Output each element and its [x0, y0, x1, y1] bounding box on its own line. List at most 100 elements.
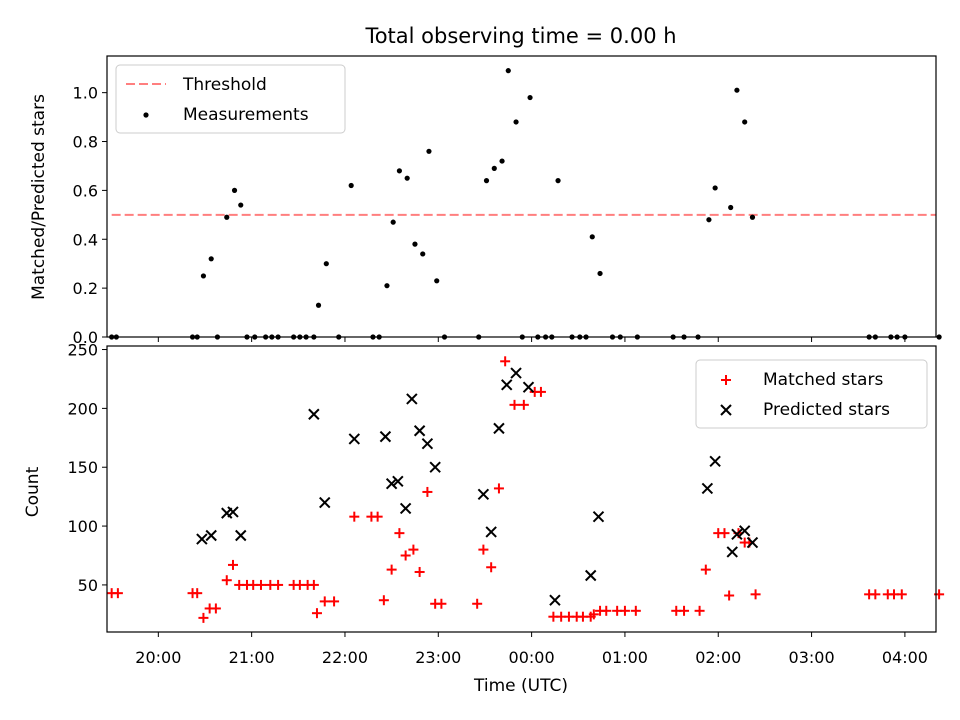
- count-y-axis-ticks: 50 100 150 200 250: [67, 341, 107, 595]
- matched-star-point: [472, 598, 483, 609]
- measurement-point: [426, 148, 432, 154]
- matched-star-point: [386, 564, 397, 575]
- measurement-point: [384, 283, 390, 289]
- predicted-star-point: [205, 529, 217, 542]
- predicted-star-point: [549, 594, 561, 606]
- matched-star-point: [518, 399, 529, 410]
- measurement-point: [412, 241, 418, 247]
- predicted-star-point-b: [421, 437, 434, 450]
- measurement-point: [728, 204, 734, 211]
- predicted-star-point-b: [348, 433, 361, 445]
- predicted-star-point-b: [308, 408, 320, 420]
- count-x-tick-label: 22:00: [322, 648, 368, 667]
- ratio-plot-frame: [106, 55, 937, 338]
- measurement-point: [527, 94, 533, 101]
- count-plot-frame: [106, 345, 937, 633]
- predicted-star-point-b: [510, 367, 522, 379]
- count-legend-box: [695, 359, 928, 429]
- predicted-star-point-b: [726, 546, 738, 558]
- measurement-point: [404, 175, 410, 181]
- matched-star-point: [535, 386, 546, 397]
- measurement-point: [597, 270, 603, 277]
- measurement-point: [513, 119, 519, 125]
- measurement-point: [491, 165, 497, 171]
- predicted-star-point-b: [731, 528, 743, 541]
- matched-star-point: [750, 589, 761, 600]
- predicted-star-point: [399, 502, 412, 515]
- matched-star-point: [619, 605, 630, 616]
- legend-matched-label: Matched stars: [763, 370, 883, 390]
- predicted-star-point: [308, 408, 320, 420]
- ratio-y-tick-label: 0.0: [73, 328, 98, 347]
- measurement-point: [555, 178, 561, 184]
- matched-star-point: [436, 598, 447, 609]
- predicted-star-point-b: [485, 526, 497, 538]
- matched-star-point: [255, 579, 266, 590]
- predicted-star-point: [485, 526, 497, 538]
- predicted-star-point: [392, 475, 404, 488]
- matched-star-point: [486, 562, 497, 573]
- count-y-tick-label: 250: [67, 341, 98, 360]
- predicted-star-point: [701, 482, 714, 495]
- matched-star-point: [679, 605, 690, 616]
- matched-star-point: [630, 605, 641, 616]
- predicted-star-point: [235, 529, 247, 542]
- predicted-star-point-b: [738, 525, 751, 537]
- matched-star-point: [112, 588, 123, 599]
- ratio-chart-title: Total observing time = 0.00 h: [364, 24, 676, 48]
- matched-star-point: [210, 603, 221, 614]
- measurement-point: [936, 334, 942, 340]
- count-legend: Matched stars Predicted stars: [695, 359, 928, 429]
- predicted-star-point: [319, 496, 331, 509]
- measurement-point: [420, 251, 426, 257]
- measurement-point: [396, 168, 403, 174]
- legend-measurements-swatch: [143, 112, 149, 118]
- legend-predicted-swatch: [720, 404, 732, 416]
- ratio-y-axis-label: Matched/Predicted stars: [29, 94, 49, 300]
- predicted-star-point-b: [592, 510, 605, 523]
- predicted-star-point: [709, 455, 721, 468]
- ratio-legend: Threshold Measurements: [115, 64, 346, 134]
- predicted-star-point-b: [235, 529, 247, 542]
- count-x-tick-label: 04:00: [882, 648, 928, 667]
- measurement-point: [238, 202, 244, 208]
- ratio-y-tick-label: 0.2: [73, 279, 98, 298]
- legend-x-marker-b: [720, 404, 732, 416]
- predicted-star-point: [726, 546, 738, 558]
- matched-star-point: [724, 590, 735, 601]
- predicted-star-point: [385, 477, 398, 490]
- measurement-point: [712, 185, 718, 191]
- predicted-star-point-b: [429, 461, 441, 473]
- measurement-point: [499, 158, 505, 164]
- legend-predicted-label: Predicted stars: [763, 400, 890, 420]
- count-x-tick-label: 02:00: [695, 648, 741, 667]
- measurement-point: [749, 214, 756, 220]
- measurement-point: [742, 119, 748, 125]
- predicted-star-point: [379, 430, 392, 443]
- count-x-tick-label: 01:00: [602, 648, 648, 667]
- measurement-point: [200, 273, 207, 279]
- predicted-star-point-b: [501, 379, 513, 391]
- count-x-tick-label: 00:00: [509, 648, 555, 667]
- predicted-star-point: [227, 506, 239, 518]
- matched-star-point: [349, 511, 360, 522]
- predicted-star-point: [592, 510, 605, 523]
- legend-threshold-label: Threshold: [182, 75, 267, 95]
- predicted-star-point-b: [413, 425, 426, 437]
- predicted-star-point-b: [385, 477, 398, 490]
- count-y-tick-label: 50: [78, 576, 98, 595]
- predicted-star-point: [522, 381, 535, 393]
- legend-matched-swatch: [721, 375, 731, 385]
- ratio-y-tick-label: 0.8: [73, 133, 98, 152]
- count-x-tick-label: 21:00: [229, 648, 275, 667]
- predicted-star-point-b: [319, 496, 331, 509]
- measurement-point: [315, 302, 322, 308]
- predicted-star-point: [738, 525, 751, 537]
- predicted-star-point-b: [709, 455, 721, 468]
- measurement-point: [208, 256, 214, 262]
- predicted-star-point: [429, 461, 441, 473]
- matched-star-point: [273, 579, 284, 590]
- matched-star-point: [422, 486, 433, 497]
- predicted-star-point: [406, 393, 418, 405]
- measurement-point: [589, 234, 595, 240]
